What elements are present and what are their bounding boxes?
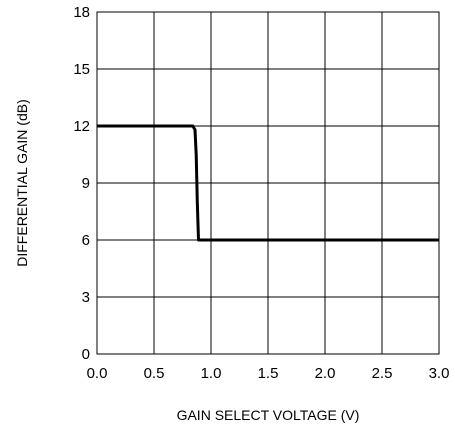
- grid: [96, 11, 440, 355]
- x-tick-label: 2.5: [372, 365, 393, 382]
- y-tick-label: 6: [82, 232, 90, 249]
- y-axis-label: DIFFERENTIAL GAIN (dB): [14, 99, 30, 267]
- y-tick-labels: 0 3 6 9 12 15 18: [73, 4, 90, 363]
- x-tick-label: 3.0: [429, 365, 450, 382]
- y-tick-label: 9: [82, 175, 90, 192]
- y-tick-label: 12: [73, 118, 90, 135]
- series-layer: [97, 124, 439, 242]
- plot-frame: [96, 11, 440, 355]
- y-tick-label: 18: [73, 4, 90, 21]
- x-tick-label: 2.0: [315, 365, 336, 382]
- series-line: [97, 124, 439, 242]
- x-tick-label: 1.0: [201, 365, 222, 382]
- x-axis-label: GAIN SELECT VOLTAGE (V): [177, 407, 360, 423]
- y-tick-label: 15: [73, 61, 90, 78]
- y-tick-label: 3: [82, 289, 90, 306]
- x-tick-labels: 0.0 0.5 1.0 1.5 2.0 2.5 3.0: [87, 365, 450, 382]
- x-tick-label: 1.5: [258, 365, 279, 382]
- y-tick-label: 0: [82, 346, 90, 363]
- x-tick-label: 0.0: [87, 365, 108, 382]
- x-tick-label: 0.5: [144, 365, 165, 382]
